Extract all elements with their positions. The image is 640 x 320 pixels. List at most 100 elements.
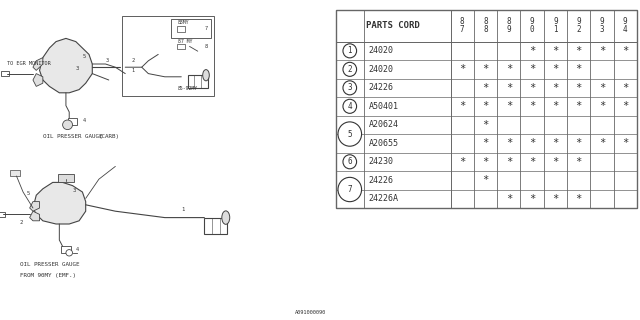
Text: 4: 4 (76, 247, 79, 252)
Text: 8
9: 8 9 (506, 17, 511, 34)
Text: *: * (529, 194, 535, 204)
Text: 2: 2 (348, 65, 352, 74)
Text: 5: 5 (26, 191, 29, 196)
Bar (177, 44, 186, 49)
Bar (177, 26, 186, 32)
Text: *: * (483, 120, 489, 130)
Text: (CARB): (CARB) (99, 134, 120, 139)
Ellipse shape (203, 69, 209, 81)
Text: *: * (459, 64, 465, 74)
Text: *: * (552, 101, 559, 111)
Text: *: * (529, 138, 535, 148)
Text: *: * (506, 64, 512, 74)
Text: *: * (552, 194, 559, 204)
Bar (336, 10, 637, 208)
Text: 1: 1 (181, 207, 184, 212)
Text: *: * (459, 101, 465, 111)
Circle shape (63, 120, 72, 130)
Text: 3: 3 (348, 83, 352, 92)
Text: *: * (575, 101, 582, 111)
Text: 7: 7 (348, 185, 352, 194)
Text: 5: 5 (348, 130, 352, 139)
Polygon shape (33, 74, 43, 86)
Text: *: * (552, 157, 559, 167)
Text: 3: 3 (76, 66, 79, 71)
Text: *: * (506, 83, 512, 93)
Text: *: * (552, 138, 559, 148)
Text: 1: 1 (348, 46, 352, 55)
Text: 1: 1 (132, 68, 135, 73)
Bar (1, 71, 9, 76)
Text: A20624: A20624 (369, 120, 398, 129)
Text: 9
3: 9 3 (600, 17, 604, 34)
Text: *: * (483, 138, 489, 148)
Text: 9
4: 9 4 (623, 17, 628, 34)
Text: 4: 4 (348, 102, 352, 111)
Polygon shape (33, 58, 43, 70)
Text: OIL PRESSER GAUGE: OIL PRESSER GAUGE (43, 134, 102, 139)
Text: *: * (529, 83, 535, 93)
Text: *: * (599, 138, 605, 148)
Text: *: * (575, 194, 582, 204)
Text: *: * (599, 46, 605, 56)
Text: 24226: 24226 (369, 83, 394, 92)
Text: 8: 8 (204, 44, 207, 49)
Text: *: * (506, 194, 512, 204)
Text: A20655: A20655 (369, 139, 398, 148)
Text: *: * (506, 138, 512, 148)
Circle shape (343, 99, 356, 113)
Text: 24020: 24020 (369, 46, 394, 55)
Text: 2: 2 (20, 220, 23, 225)
Circle shape (343, 81, 356, 95)
Text: 9
2: 9 2 (577, 17, 581, 34)
Bar (10, 170, 20, 176)
Text: 6: 6 (348, 157, 352, 166)
Text: *: * (599, 83, 605, 93)
Text: *: * (575, 138, 582, 148)
Text: *: * (575, 64, 582, 74)
Text: 7: 7 (204, 26, 207, 31)
Text: *: * (575, 46, 582, 56)
Circle shape (343, 155, 356, 169)
Text: *: * (552, 46, 559, 56)
Text: 2: 2 (132, 58, 135, 63)
Text: A50401: A50401 (369, 102, 398, 111)
Text: *: * (575, 83, 582, 93)
Text: OIL PRESSER GAUGE: OIL PRESSER GAUGE (20, 262, 79, 267)
Text: TO EGR MONITOR: TO EGR MONITOR (6, 60, 51, 66)
Text: *: * (575, 157, 582, 167)
Text: A091000090: A091000090 (295, 310, 326, 315)
Text: *: * (599, 101, 605, 111)
Bar (61, 246, 71, 253)
Bar (188, 75, 207, 88)
Circle shape (338, 177, 362, 202)
Text: *: * (529, 64, 535, 74)
Text: *: * (622, 46, 628, 56)
Circle shape (343, 44, 356, 58)
Bar (0, 212, 5, 217)
Text: *: * (459, 157, 465, 167)
Text: *: * (506, 101, 512, 111)
Text: *: * (483, 157, 489, 167)
Text: 88MY: 88MY (178, 20, 189, 25)
Text: 24020: 24020 (369, 65, 394, 74)
Text: 3: 3 (106, 58, 109, 63)
Circle shape (343, 62, 356, 76)
Text: *: * (622, 138, 628, 148)
Text: 85-92MY: 85-92MY (178, 85, 198, 91)
Text: *: * (552, 64, 559, 74)
Polygon shape (29, 211, 40, 221)
Polygon shape (33, 182, 86, 224)
Polygon shape (40, 38, 92, 93)
Bar (172, 19, 211, 38)
Text: *: * (483, 175, 489, 185)
Text: *: * (506, 157, 512, 167)
Text: *: * (552, 83, 559, 93)
Text: 3: 3 (72, 188, 76, 193)
Text: *: * (622, 83, 628, 93)
Text: 24226A: 24226A (369, 194, 398, 203)
Text: *: * (622, 101, 628, 111)
Text: *: * (529, 157, 535, 167)
Circle shape (66, 250, 72, 256)
Text: 5: 5 (83, 53, 86, 59)
